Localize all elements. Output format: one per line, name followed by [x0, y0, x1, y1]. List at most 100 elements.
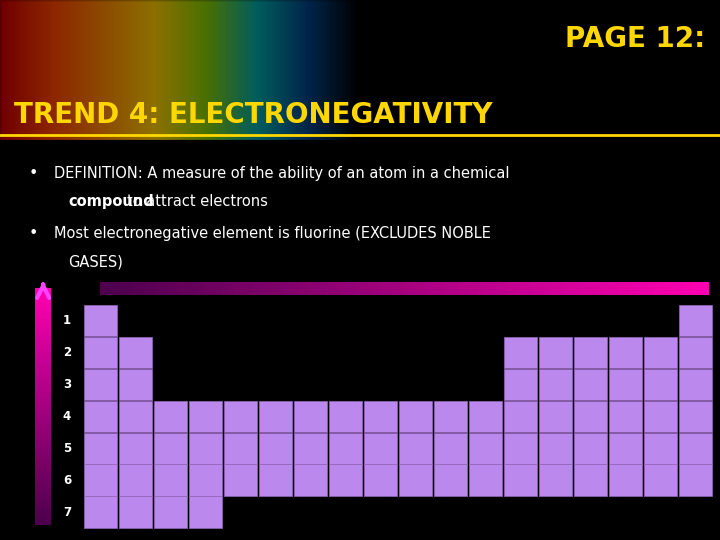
Text: 2: 2	[63, 346, 71, 359]
Bar	[502, 282, 508, 295]
Bar	[563, 282, 569, 295]
Bar	[35, 444, 51, 447]
Bar	[277, 282, 283, 295]
Bar	[35, 383, 51, 385]
Bar	[35, 511, 51, 513]
Bar	[35, 393, 51, 395]
Bar	[399, 401, 432, 431]
Bar	[35, 435, 51, 437]
Bar	[320, 282, 325, 295]
Bar	[557, 282, 563, 295]
Bar	[119, 401, 152, 431]
Bar	[35, 335, 51, 338]
Bar	[35, 328, 51, 331]
Bar	[644, 401, 677, 431]
Bar	[35, 300, 51, 302]
Text: •: •	[29, 226, 38, 241]
Bar	[574, 464, 607, 496]
Bar	[84, 401, 117, 431]
Bar	[35, 423, 51, 426]
Bar	[35, 302, 51, 305]
Bar	[350, 282, 356, 295]
Bar	[119, 336, 152, 368]
Bar	[35, 319, 51, 321]
Text: 6: 6	[63, 474, 71, 487]
Bar	[35, 522, 51, 525]
Bar	[667, 282, 672, 295]
Bar	[490, 282, 496, 295]
Bar	[399, 433, 432, 464]
Bar	[539, 369, 572, 400]
Bar	[246, 282, 253, 295]
Bar	[216, 282, 222, 295]
Bar	[35, 388, 51, 390]
Bar	[35, 518, 51, 520]
Bar	[581, 282, 588, 295]
Bar	[35, 440, 51, 442]
Bar	[539, 401, 572, 431]
Bar	[119, 433, 152, 464]
Bar	[35, 400, 51, 402]
Bar	[644, 369, 677, 400]
Bar	[35, 456, 51, 458]
Bar	[545, 282, 551, 295]
Bar	[569, 282, 575, 295]
Bar	[35, 340, 51, 343]
Bar	[258, 282, 265, 295]
Bar	[223, 401, 257, 431]
Bar	[503, 336, 537, 368]
Text: Most electronegative element is fluorine (EXCLUDES NOBLE: Most electronegative element is fluorine…	[54, 226, 491, 241]
Bar	[35, 350, 51, 352]
Bar	[539, 433, 572, 464]
Bar	[405, 282, 411, 295]
Bar	[469, 464, 502, 496]
Bar	[35, 395, 51, 397]
Bar	[35, 293, 51, 295]
Text: 7: 7	[63, 505, 71, 518]
Bar	[198, 282, 204, 295]
Bar	[469, 433, 502, 464]
Bar	[35, 397, 51, 400]
Bar	[153, 401, 187, 431]
Bar	[636, 282, 642, 295]
Bar	[362, 282, 368, 295]
Bar	[648, 282, 654, 295]
Bar	[35, 357, 51, 359]
Bar	[380, 282, 387, 295]
Bar	[678, 336, 712, 368]
Bar	[35, 307, 51, 309]
Bar	[328, 401, 362, 431]
Bar	[469, 401, 502, 431]
Bar	[35, 364, 51, 366]
Text: GASES): GASES)	[68, 254, 123, 269]
Bar	[35, 430, 51, 433]
Bar	[35, 475, 51, 477]
Text: 4: 4	[63, 410, 71, 423]
Bar	[364, 464, 397, 496]
Bar	[606, 282, 612, 295]
Bar	[35, 407, 51, 409]
Bar	[294, 464, 327, 496]
Bar	[679, 282, 685, 295]
Bar	[588, 282, 593, 295]
Bar	[35, 314, 51, 316]
Bar	[125, 282, 131, 295]
Bar	[149, 282, 155, 295]
Bar	[119, 496, 152, 528]
Bar	[630, 282, 636, 295]
Text: 1: 1	[63, 314, 71, 327]
Bar	[423, 282, 429, 295]
Bar	[35, 414, 51, 416]
Bar	[258, 433, 292, 464]
Bar	[608, 336, 642, 368]
Bar	[332, 282, 338, 295]
Bar	[100, 282, 107, 295]
Bar	[84, 305, 117, 336]
Bar	[84, 336, 117, 368]
Bar	[35, 470, 51, 473]
Bar	[521, 282, 526, 295]
Bar	[508, 282, 514, 295]
Bar	[294, 433, 327, 464]
Bar	[143, 282, 149, 295]
Bar	[84, 433, 117, 464]
